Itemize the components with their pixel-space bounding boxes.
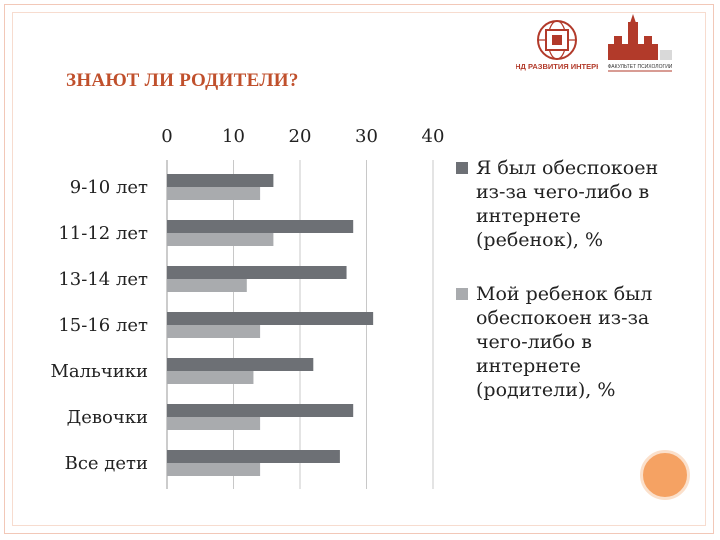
chart-legend: Я был обеспокоен из-за чего-либо в интер…	[456, 156, 686, 402]
bar-child	[167, 174, 274, 187]
bar-child	[167, 358, 314, 371]
bar-child	[167, 220, 354, 233]
legend-item-parent: Мой ребенок был обеспокоен из-за чего-ли…	[456, 282, 686, 402]
category-label: 13-14 лет	[58, 269, 148, 290]
svg-text:ФОНД РАЗВИТИЯ ИНТЕРНЕТ: ФОНД РАЗВИТИЯ ИНТЕРНЕТ	[516, 62, 598, 71]
slide-title: ЗНАЮТ ЛИ РОДИТЕЛИ?	[66, 70, 299, 91]
svg-text:ФАКУЛЬТЕТ ПСИХОЛОГИИ: ФАКУЛЬТЕТ ПСИХОЛОГИИ	[608, 64, 673, 70]
bar-child	[167, 404, 354, 417]
category-label: Все дети	[65, 453, 148, 474]
category-label: Девочки	[67, 407, 148, 428]
x-tick-label: 20	[289, 126, 312, 147]
slide-frame-outer	[4, 4, 714, 534]
x-axis-ticks: 0 10 20 30 40	[161, 126, 444, 147]
legend-swatch-parent	[456, 288, 468, 300]
category-label: Мальчики	[50, 361, 148, 382]
category-label: 15-16 лет	[58, 315, 148, 336]
x-tick-label: 0	[161, 126, 172, 147]
legend-item-child: Я был обеспокоен из-за чего-либо в интер…	[456, 156, 686, 252]
category-labels: 9-10 лет 11-12 лет 13-14 лет 15-16 лет Мальч…	[50, 177, 148, 474]
bar-child	[167, 450, 340, 463]
bar-parent	[167, 463, 261, 476]
legend-label-parent: Мой ребенок был обеспокоен из-за чего-ли…	[476, 283, 653, 401]
decorative-circle	[640, 450, 690, 500]
bar-parent	[167, 325, 261, 338]
category-label: 11-12 лет	[58, 223, 148, 244]
x-tick-label: 40	[422, 126, 445, 147]
internet-fund-logo: ФОНД РАЗВИТИЯ ИНТЕРНЕТ	[516, 20, 598, 71]
x-tick-label: 30	[355, 126, 378, 147]
bars	[167, 174, 374, 476]
bar-parent	[167, 233, 274, 246]
legend-label-child: Я был обеспокоен из-за чего-либо в интер…	[476, 157, 659, 251]
bar-parent	[167, 371, 254, 384]
bar-child	[167, 312, 374, 325]
bar-parent	[167, 187, 261, 200]
bar-parent	[167, 279, 247, 292]
x-tick-label: 10	[222, 126, 245, 147]
bar-parent	[167, 417, 261, 430]
legend-swatch-child	[456, 162, 468, 174]
category-label: 9-10 лет	[70, 177, 148, 198]
slide-frame-inner	[12, 12, 706, 526]
bar-child	[167, 266, 347, 279]
psychology-faculty-logo: ФАКУЛЬТЕТ ПСИХОЛОГИИ	[608, 14, 673, 72]
